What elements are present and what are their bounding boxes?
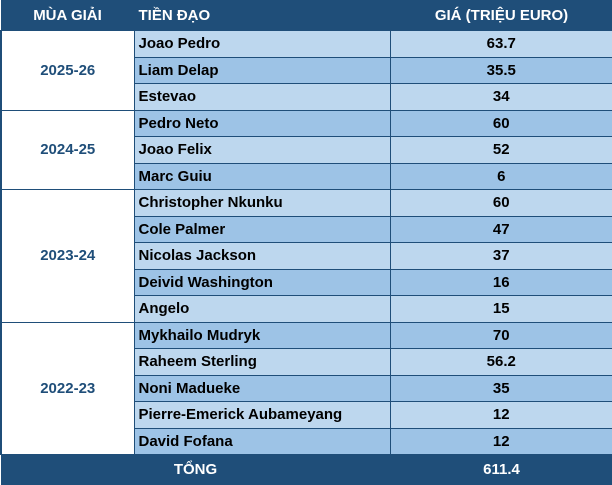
player-name: Mykhailo Mudryk <box>133 321 391 349</box>
price-value: 37 <box>389 242 612 270</box>
table-row: 2023-24 Christopher Nkunku 60 <box>0 189 612 323</box>
price-value: 52 <box>389 136 612 164</box>
table-row: Noni Madueke 35 <box>1 374 612 402</box>
price-value: 35 <box>389 374 612 402</box>
table-row: David Fofana 12 <box>1 427 612 455</box>
player-name: Nicolas Jackson <box>133 242 391 270</box>
season-cell: 2025-26 <box>0 30 135 111</box>
price-value: 6 <box>389 162 612 190</box>
table-row: Raheem Sterling 56.2 <box>1 348 612 376</box>
season-cell: 2024-25 <box>0 109 135 190</box>
player-name: Pierre-Emerick Aubameyang <box>133 401 391 429</box>
table-row: 2022-23 Mykhailo Mudryk 70 <box>0 321 612 455</box>
price-value: 15 <box>389 295 612 323</box>
price-value: 63.7 <box>389 30 612 58</box>
player-name: Deivid Washington <box>133 268 391 296</box>
player-name: Estevao <box>133 83 391 111</box>
season-cell: 2023-24 <box>0 189 135 323</box>
price-value: 60 <box>389 109 612 137</box>
header-row: MÙA GIẢI TIỀN ĐẠO GIÁ (TRIỆU EURO) <box>0 0 612 31</box>
table-row: Cole Palmer 47 <box>1 215 612 243</box>
table-row: 2024-25 Pedro Neto 60 <box>0 109 612 190</box>
player-name: Joao Felix <box>133 136 391 164</box>
total-value: 611.4 <box>389 454 612 485</box>
player-name: Marc Guiu <box>133 162 391 190</box>
price-value: 34 <box>389 83 612 111</box>
player-name: Angelo <box>133 295 391 323</box>
price-value: 12 <box>389 427 612 455</box>
table-row: Pierre-Emerick Aubameyang 12 <box>1 401 612 429</box>
season-cell: 2022-23 <box>0 321 135 455</box>
table-row: Joao Felix 52 <box>1 136 612 164</box>
price-value: 56.2 <box>389 348 612 376</box>
player-name: Pedro Neto <box>133 109 391 137</box>
player-name: David Fofana <box>133 427 391 455</box>
table-row: Angelo 15 <box>1 295 612 323</box>
price-value: 35.5 <box>389 56 612 84</box>
player-name: Christopher Nkunku <box>133 189 391 217</box>
header-price: GIÁ (TRIỆU EURO) <box>389 0 612 31</box>
total-label: TỔNG <box>0 454 391 485</box>
player-name: Cole Palmer <box>133 215 391 243</box>
table-row: Marc Guiu 6 <box>1 162 612 190</box>
price-value: 70 <box>389 321 612 349</box>
table-row: 2025-26 Joao Pedro 63.7 <box>0 30 612 111</box>
player-name: Raheem Sterling <box>133 348 391 376</box>
total-row: TỔNG 611.4 <box>0 454 612 485</box>
price-value: 16 <box>389 268 612 296</box>
price-value: 47 <box>389 215 612 243</box>
price-value: 12 <box>389 401 612 429</box>
table-row: Nicolas Jackson 37 <box>1 242 612 270</box>
table-body: 2025-26 Joao Pedro 63.7 Liam Delap 35.5 Estev… <box>0 30 612 455</box>
player-name: Noni Madueke <box>133 374 391 402</box>
price-value: 60 <box>389 189 612 217</box>
player-name: Joao Pedro <box>133 30 391 58</box>
header-player: TIỀN ĐẠO <box>133 0 391 31</box>
header-season: MÙA GIẢI <box>0 0 135 31</box>
player-name: Liam Delap <box>133 56 391 84</box>
